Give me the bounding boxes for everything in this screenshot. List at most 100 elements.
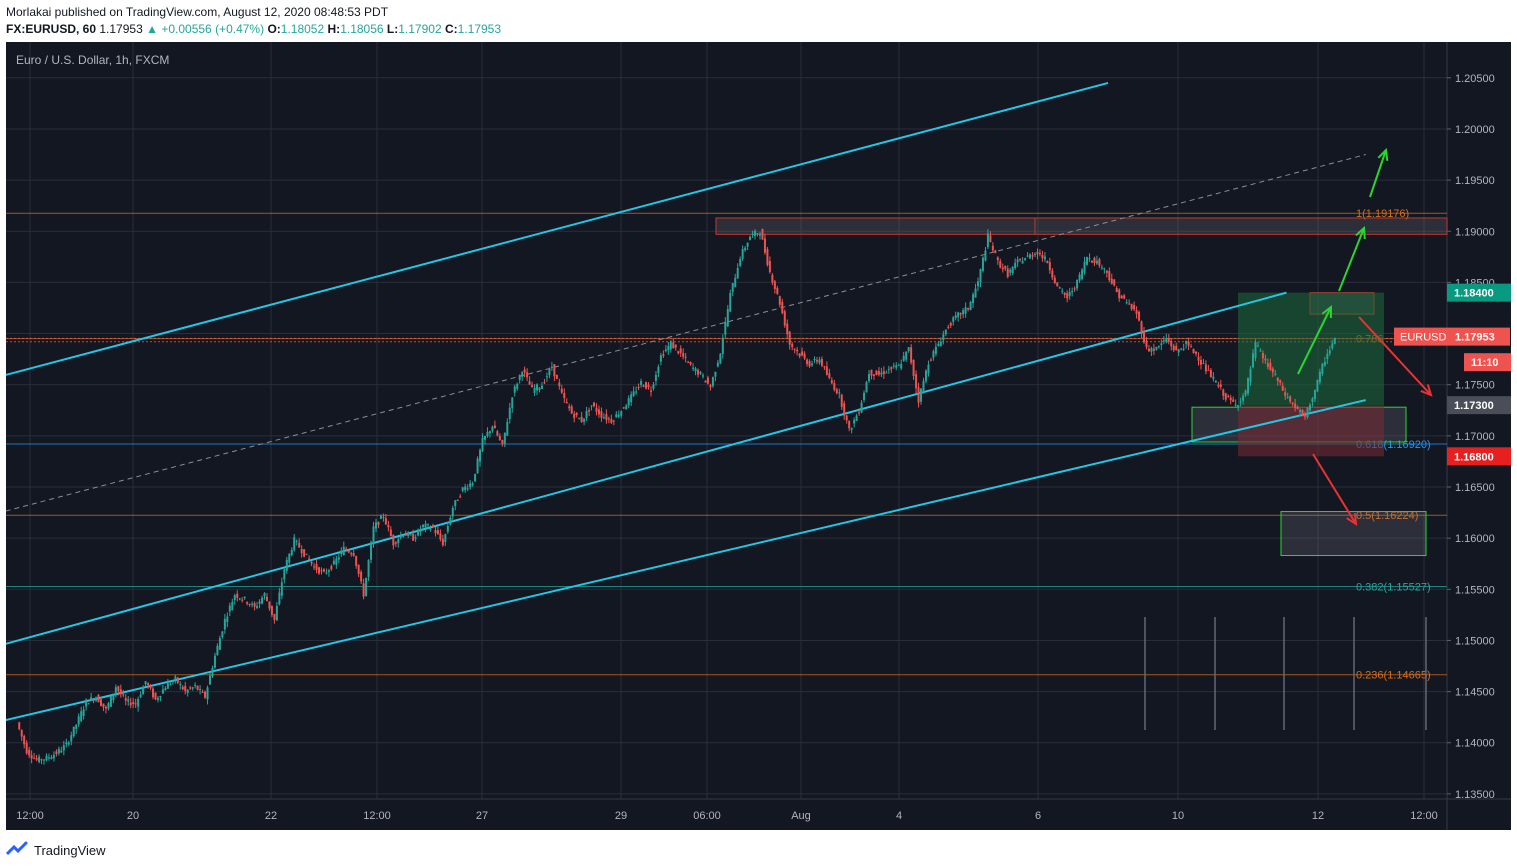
- candle-body: [1252, 353, 1255, 368]
- candle-body: [496, 431, 499, 436]
- candle-body: [962, 310, 965, 315]
- candle-body: [1140, 321, 1143, 335]
- candle-body: [1308, 404, 1311, 411]
- candle-body: [1212, 376, 1215, 379]
- time-tick-label: 22: [265, 810, 277, 822]
- candle-body: [189, 687, 192, 689]
- candle-body: [989, 235, 992, 242]
- candle-body: [124, 697, 127, 701]
- candle-body: [1006, 268, 1009, 277]
- candle-body: [721, 339, 724, 354]
- candle-body: [565, 402, 568, 404]
- candle-body: [560, 388, 563, 393]
- candle-body: [1053, 277, 1056, 284]
- candle-body: [414, 537, 417, 539]
- candle-body: [778, 296, 781, 305]
- candle-body: [687, 362, 690, 364]
- candle-body: [766, 249, 769, 265]
- candle-body: [716, 362, 719, 367]
- candle-body: [543, 382, 546, 384]
- candle-body: [1239, 401, 1242, 403]
- candle-body: [25, 742, 28, 754]
- chart-title: Euro / U.S. Dollar, 1h, FXCM: [16, 53, 170, 67]
- candle-body: [52, 754, 55, 759]
- candle-body: [843, 403, 846, 416]
- candle-body: [488, 431, 491, 434]
- candle-body: [444, 534, 447, 543]
- candle-body: [379, 515, 382, 519]
- candle-body: [77, 716, 80, 725]
- candle-body: [402, 535, 405, 537]
- candle-body: [493, 425, 496, 429]
- candle-body: [129, 702, 132, 706]
- candle-body: [1256, 345, 1259, 347]
- candle-body: [1202, 363, 1205, 365]
- candle-body: [704, 380, 707, 383]
- arrow-down-1-head: [1420, 384, 1433, 397]
- candle-body: [833, 383, 836, 390]
- candle-body: [823, 366, 826, 368]
- candle-body: [137, 699, 140, 707]
- candle-body: [622, 407, 625, 409]
- candle-body: [984, 250, 987, 261]
- candle-body: [937, 343, 940, 347]
- candle-body: [382, 516, 385, 518]
- candle-body: [724, 321, 727, 335]
- ohlc-line: FX:EURUSD, 60 1.17953 ▲ +0.00556 (+0.47%…: [6, 22, 502, 36]
- candle-body: [952, 317, 955, 322]
- candle-body: [711, 377, 714, 387]
- candle-body: [593, 402, 596, 407]
- candle-body: [1041, 254, 1044, 259]
- candle-body: [1227, 396, 1230, 398]
- candle-body: [377, 521, 380, 525]
- candle-body: [419, 529, 422, 532]
- candle-body: [87, 703, 90, 705]
- candle-body: [1118, 289, 1121, 299]
- candle-body: [176, 677, 179, 683]
- price-tick-label: 1.15500: [1455, 584, 1495, 596]
- candle-body: [806, 359, 809, 364]
- candle-body: [1120, 295, 1123, 299]
- arrow-up-2: [1338, 227, 1365, 292]
- candle-body: [436, 530, 439, 535]
- candle-body: [1021, 261, 1024, 264]
- candle-body: [253, 603, 256, 607]
- price-tick-label: 1.16000: [1455, 533, 1495, 545]
- candle-body: [431, 525, 434, 528]
- candle-body: [756, 233, 759, 235]
- candle-body: [1150, 348, 1153, 352]
- candle-body: [404, 533, 407, 536]
- price-tick-label: 1.20500: [1455, 73, 1495, 85]
- candle-body: [1123, 295, 1126, 299]
- candle-body: [1187, 341, 1190, 346]
- candle-body: [278, 592, 281, 605]
- chart-area[interactable]: 1(1.19176)0.7860.618(1.16920)0.5(1.16224…: [6, 42, 1511, 830]
- candle-body: [1051, 270, 1054, 278]
- candle-body: [848, 421, 851, 429]
- candle-body: [763, 238, 766, 253]
- candle-body: [1011, 267, 1014, 274]
- candle-body: [1046, 261, 1049, 264]
- candle-body: [538, 387, 541, 390]
- candle-body: [149, 687, 152, 689]
- candle-body: [1281, 385, 1284, 391]
- price-chart[interactable]: 1(1.19176)0.7860.618(1.16920)0.5(1.16224…: [6, 42, 1511, 830]
- candle-body: [820, 358, 823, 366]
- candle-body: [275, 605, 278, 621]
- tradingview-logo-icon: [6, 841, 28, 856]
- candle-body: [959, 312, 962, 315]
- candle-body: [531, 384, 534, 388]
- candle-body: [1311, 398, 1314, 402]
- candle-body: [568, 406, 571, 409]
- candle-body: [885, 372, 888, 374]
- candle-body: [706, 377, 709, 384]
- time-tick-label: 12: [1312, 810, 1324, 822]
- candle-body: [218, 637, 221, 650]
- tradingview-footer[interactable]: TradingView: [6, 838, 106, 862]
- candle-body: [550, 366, 553, 368]
- candle-body: [397, 539, 400, 544]
- candle-body: [1073, 288, 1076, 290]
- candle-body: [1190, 346, 1193, 348]
- candle-body: [95, 697, 98, 701]
- candle-body: [204, 691, 207, 698]
